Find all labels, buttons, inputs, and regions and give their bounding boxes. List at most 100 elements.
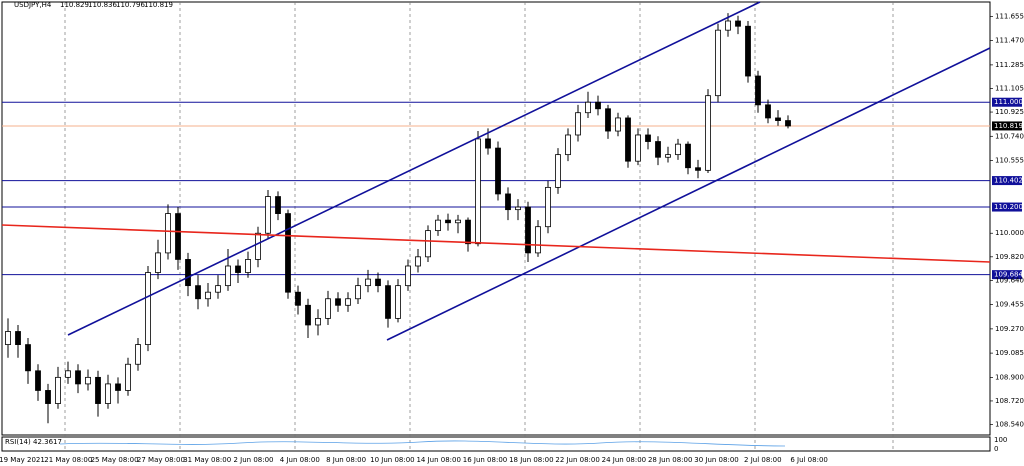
candle-body bbox=[525, 206, 531, 254]
y-tick-label: 111.655 bbox=[995, 12, 1024, 20]
candle-body bbox=[545, 186, 551, 228]
candle-body bbox=[65, 370, 71, 378]
levels: 111.000 110.819 110.402 110.200 109.684 bbox=[2, 97, 1023, 280]
x-tick-label: 8 Jun 08:00 bbox=[326, 456, 366, 464]
candle-body bbox=[215, 285, 221, 293]
candle-body bbox=[325, 298, 331, 319]
candle-body bbox=[175, 213, 181, 260]
candle-body bbox=[415, 256, 421, 267]
rsi-name: RSI(14) bbox=[5, 438, 31, 446]
candles bbox=[5, 13, 791, 424]
quote-low: 110.796 bbox=[116, 1, 145, 9]
level-label: 110.819 bbox=[994, 122, 1023, 130]
candle-body bbox=[235, 265, 241, 273]
candle-body bbox=[425, 230, 431, 258]
level-label: 109.684 bbox=[994, 271, 1023, 279]
candle-body bbox=[335, 298, 341, 306]
candle-body bbox=[55, 376, 61, 404]
y-tick-label: 110.000 bbox=[995, 229, 1024, 237]
candle-body bbox=[295, 291, 301, 306]
candle-body bbox=[475, 138, 481, 245]
candle-body bbox=[15, 331, 21, 346]
candle-body bbox=[465, 219, 471, 245]
rsi-frame bbox=[1, 436, 991, 452]
candle-body bbox=[35, 370, 41, 391]
candle-body bbox=[45, 390, 51, 404]
candle-body bbox=[785, 120, 791, 127]
candle-body bbox=[585, 101, 591, 114]
candle-body bbox=[275, 196, 281, 214]
level-label: 110.402 bbox=[994, 177, 1023, 185]
candle-body bbox=[5, 331, 11, 346]
candle-body bbox=[665, 154, 671, 158]
candle-body bbox=[205, 291, 211, 300]
candle-body bbox=[365, 278, 371, 287]
candle-body bbox=[495, 147, 501, 195]
chart-frame bbox=[1, 1, 991, 436]
candle-body bbox=[725, 20, 731, 31]
channel-lower bbox=[386, 47, 991, 341]
y-tick-label: 110.555 bbox=[995, 157, 1024, 165]
candle-body bbox=[285, 213, 291, 293]
candle-body bbox=[145, 272, 151, 346]
candle-body bbox=[355, 285, 361, 300]
x-tick-label: 2 Jun 08:00 bbox=[233, 456, 273, 464]
candle-body bbox=[85, 376, 91, 385]
candle-body bbox=[505, 193, 511, 211]
x-tick-label: 18 Jun 08:00 bbox=[509, 456, 553, 464]
candle-body bbox=[385, 285, 391, 319]
candle-body bbox=[555, 154, 561, 188]
candle-body bbox=[225, 265, 231, 287]
y-tick-label: 111.105 bbox=[995, 84, 1024, 92]
candle-body bbox=[395, 285, 401, 319]
quote-open: 110.829 bbox=[60, 1, 89, 9]
quote-close: 110.819 bbox=[144, 1, 173, 9]
x-tick-label: 25 May 08:00 bbox=[91, 456, 139, 464]
candle-body bbox=[245, 259, 251, 273]
y-tick-label: 108.720 bbox=[995, 397, 1024, 405]
candle-body bbox=[185, 259, 191, 287]
candle-body bbox=[575, 112, 581, 136]
level-label-box bbox=[992, 97, 1022, 107]
rsi-value: 42.3617 bbox=[33, 438, 62, 446]
candle-body bbox=[315, 317, 321, 326]
candle-body bbox=[345, 298, 351, 306]
x-tick-label: 16 Jun 08:00 bbox=[463, 456, 507, 464]
y-tick-label: 108.540 bbox=[995, 421, 1024, 429]
candle-body bbox=[775, 117, 781, 121]
candle-body bbox=[445, 219, 451, 224]
candle-body bbox=[305, 304, 311, 326]
candle-body bbox=[195, 285, 201, 300]
candle-body bbox=[255, 232, 261, 260]
candle-body bbox=[635, 134, 641, 162]
candle-body bbox=[695, 167, 701, 171]
candle-body bbox=[75, 370, 81, 385]
candle-body bbox=[685, 143, 691, 169]
candle-body bbox=[165, 213, 171, 254]
candle-body bbox=[745, 25, 751, 77]
candle-body bbox=[535, 226, 541, 254]
candle-body bbox=[115, 383, 121, 391]
candle-body bbox=[595, 101, 601, 110]
candle-body bbox=[645, 134, 651, 142]
x-tick-label: 4 Jun 08:00 bbox=[280, 456, 320, 464]
candle-body bbox=[615, 117, 621, 132]
candle-body bbox=[715, 29, 721, 97]
candle-body bbox=[675, 143, 681, 156]
y-tick-label: 111.285 bbox=[995, 61, 1024, 69]
y-tick-label: 109.820 bbox=[995, 253, 1024, 261]
x-tick-label: 14 Jun 08:00 bbox=[416, 456, 460, 464]
level-label-box bbox=[992, 270, 1022, 280]
y-tick-label: 110.740 bbox=[995, 132, 1024, 140]
quote-high: 110.836 bbox=[88, 1, 117, 9]
candle-body bbox=[135, 344, 141, 365]
candle-body bbox=[455, 219, 461, 224]
candle-body bbox=[515, 206, 521, 211]
candle-body bbox=[655, 141, 661, 158]
channel-upper bbox=[67, 1, 761, 336]
rsi-tick-label: 0 bbox=[994, 445, 998, 453]
candle-body bbox=[435, 219, 441, 232]
trend-line bbox=[1, 224, 991, 263]
candle-body bbox=[755, 75, 761, 106]
candle-body bbox=[95, 376, 101, 404]
